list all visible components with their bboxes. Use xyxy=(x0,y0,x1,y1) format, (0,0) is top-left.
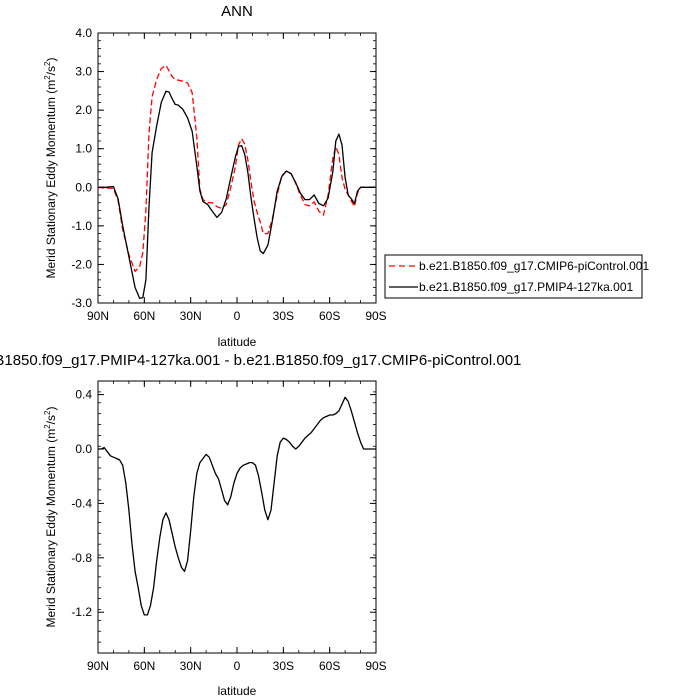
legend-label-127ka: b.e21.B1850.f09_g17.PMIP4-127ka.001 xyxy=(419,280,633,294)
top-y-tick-label: 0.0 xyxy=(75,180,92,194)
bottom-series-line-0 xyxy=(98,396,376,616)
bottom-y-axis-label-main: Merid Stationary Eddy Momentum (m xyxy=(44,429,58,628)
top-x-tick-label: 90S xyxy=(365,309,386,323)
top-x-tick-label: 90N xyxy=(87,309,109,323)
top-y-axis-label-main: Merid Stationary Eddy Momentum (m xyxy=(44,80,58,279)
bottom-x-tick-label: 0 xyxy=(234,659,241,673)
bottom-y-axis-label-superscript-2: 2 xyxy=(43,410,52,415)
top-x-tick-label: 30N xyxy=(180,309,202,323)
top-x-tick-label: 30S xyxy=(273,309,294,323)
bottom-panel: b.e21.B1850.f09_g17.PMIP4-127ka.001 - b.… xyxy=(0,352,521,698)
top-series-line-1 xyxy=(98,90,376,300)
top-y-axis-label: Merid Stationary Eddy Momentum (m2/s2) xyxy=(43,58,58,279)
top-panel: ANN -3.0 -2.0 -1.0 0.0 1.0 2.0 3.0 4.0 90N 60N 30… xyxy=(43,3,649,349)
bottom-y-tick-label: -1.2 xyxy=(71,605,92,619)
top-y-tick-label: -3.0 xyxy=(71,296,92,310)
top-plot-frame xyxy=(97,32,377,304)
top-series-group xyxy=(97,64,376,300)
top-y-tick-label: 3.0 xyxy=(75,65,92,79)
bottom-x-tick-label: 30N xyxy=(180,659,202,673)
bottom-y-tick-label: -0.4 xyxy=(71,496,92,510)
bottom-x-axis-label: latitude xyxy=(218,684,257,698)
bottom-x-tick-label: 30S xyxy=(273,659,294,673)
bottom-x-tick-label: 90S xyxy=(365,659,386,673)
bottom-chart-title: b.e21.B1850.f09_g17.PMIP4-127ka.001 - b.… xyxy=(0,352,521,369)
bottom-y-axis-label-middle: /s xyxy=(44,415,58,424)
bottom-y-axis-label: Merid Stationary Eddy Momentum (m2/s2) xyxy=(43,407,58,628)
bottom-y-axis: -1.2 -0.8 -0.4 0.0 0.4 xyxy=(71,380,376,654)
top-series-line-0 xyxy=(97,64,376,273)
legend-label-picontrol: b.e21.B1850.f09_g17.CMIP6-piControl.001 xyxy=(419,259,649,273)
bottom-x-tick-label: 60N xyxy=(133,659,155,673)
top-y-tick-label: 4.0 xyxy=(75,26,92,40)
top-y-axis-label-superscript: 2 xyxy=(43,75,52,80)
top-y-axis: -3.0 -2.0 -1.0 0.0 1.0 2.0 3.0 4.0 xyxy=(71,26,376,310)
top-y-tick-label: -2.0 xyxy=(71,257,92,271)
bottom-y-tick-label: 0.4 xyxy=(75,388,92,402)
top-x-tick-label: 60S xyxy=(319,309,340,323)
top-y-tick-label: -1.0 xyxy=(71,219,92,233)
top-y-axis-label-superscript-2: 2 xyxy=(43,61,52,66)
bottom-y-axis-label-superscript: 2 xyxy=(43,424,52,429)
top-y-axis-label-middle: /s xyxy=(44,66,58,75)
top-x-axis-label: latitude xyxy=(218,335,257,349)
bottom-y-axis-label-end: ) xyxy=(44,407,58,411)
top-x-axis: 90N 60N 30N 0 30S 60S 90S xyxy=(87,33,387,323)
top-x-tick-label: 0 xyxy=(234,309,241,323)
legend: b.e21.B1850.f09_g17.CMIP6-piControl.001 … xyxy=(384,254,649,299)
bottom-series-group xyxy=(98,396,376,616)
top-y-axis-label-end: ) xyxy=(44,58,58,62)
top-y-tick-label: 1.0 xyxy=(75,142,92,156)
legend-box xyxy=(384,254,643,299)
bottom-x-axis: 90N 60N 30N 0 30S 60S 90S xyxy=(87,381,387,673)
bottom-x-tick-label: 90N xyxy=(87,659,109,673)
top-x-tick-label: 60N xyxy=(133,309,155,323)
bottom-x-tick-label: 60S xyxy=(319,659,340,673)
bottom-y-tick-label: 0.0 xyxy=(75,442,92,456)
top-chart-title: ANN xyxy=(221,3,253,20)
bottom-y-tick-label: -0.8 xyxy=(71,551,92,565)
top-y-tick-label: 2.0 xyxy=(75,103,92,117)
bottom-plot-frame xyxy=(97,380,377,654)
